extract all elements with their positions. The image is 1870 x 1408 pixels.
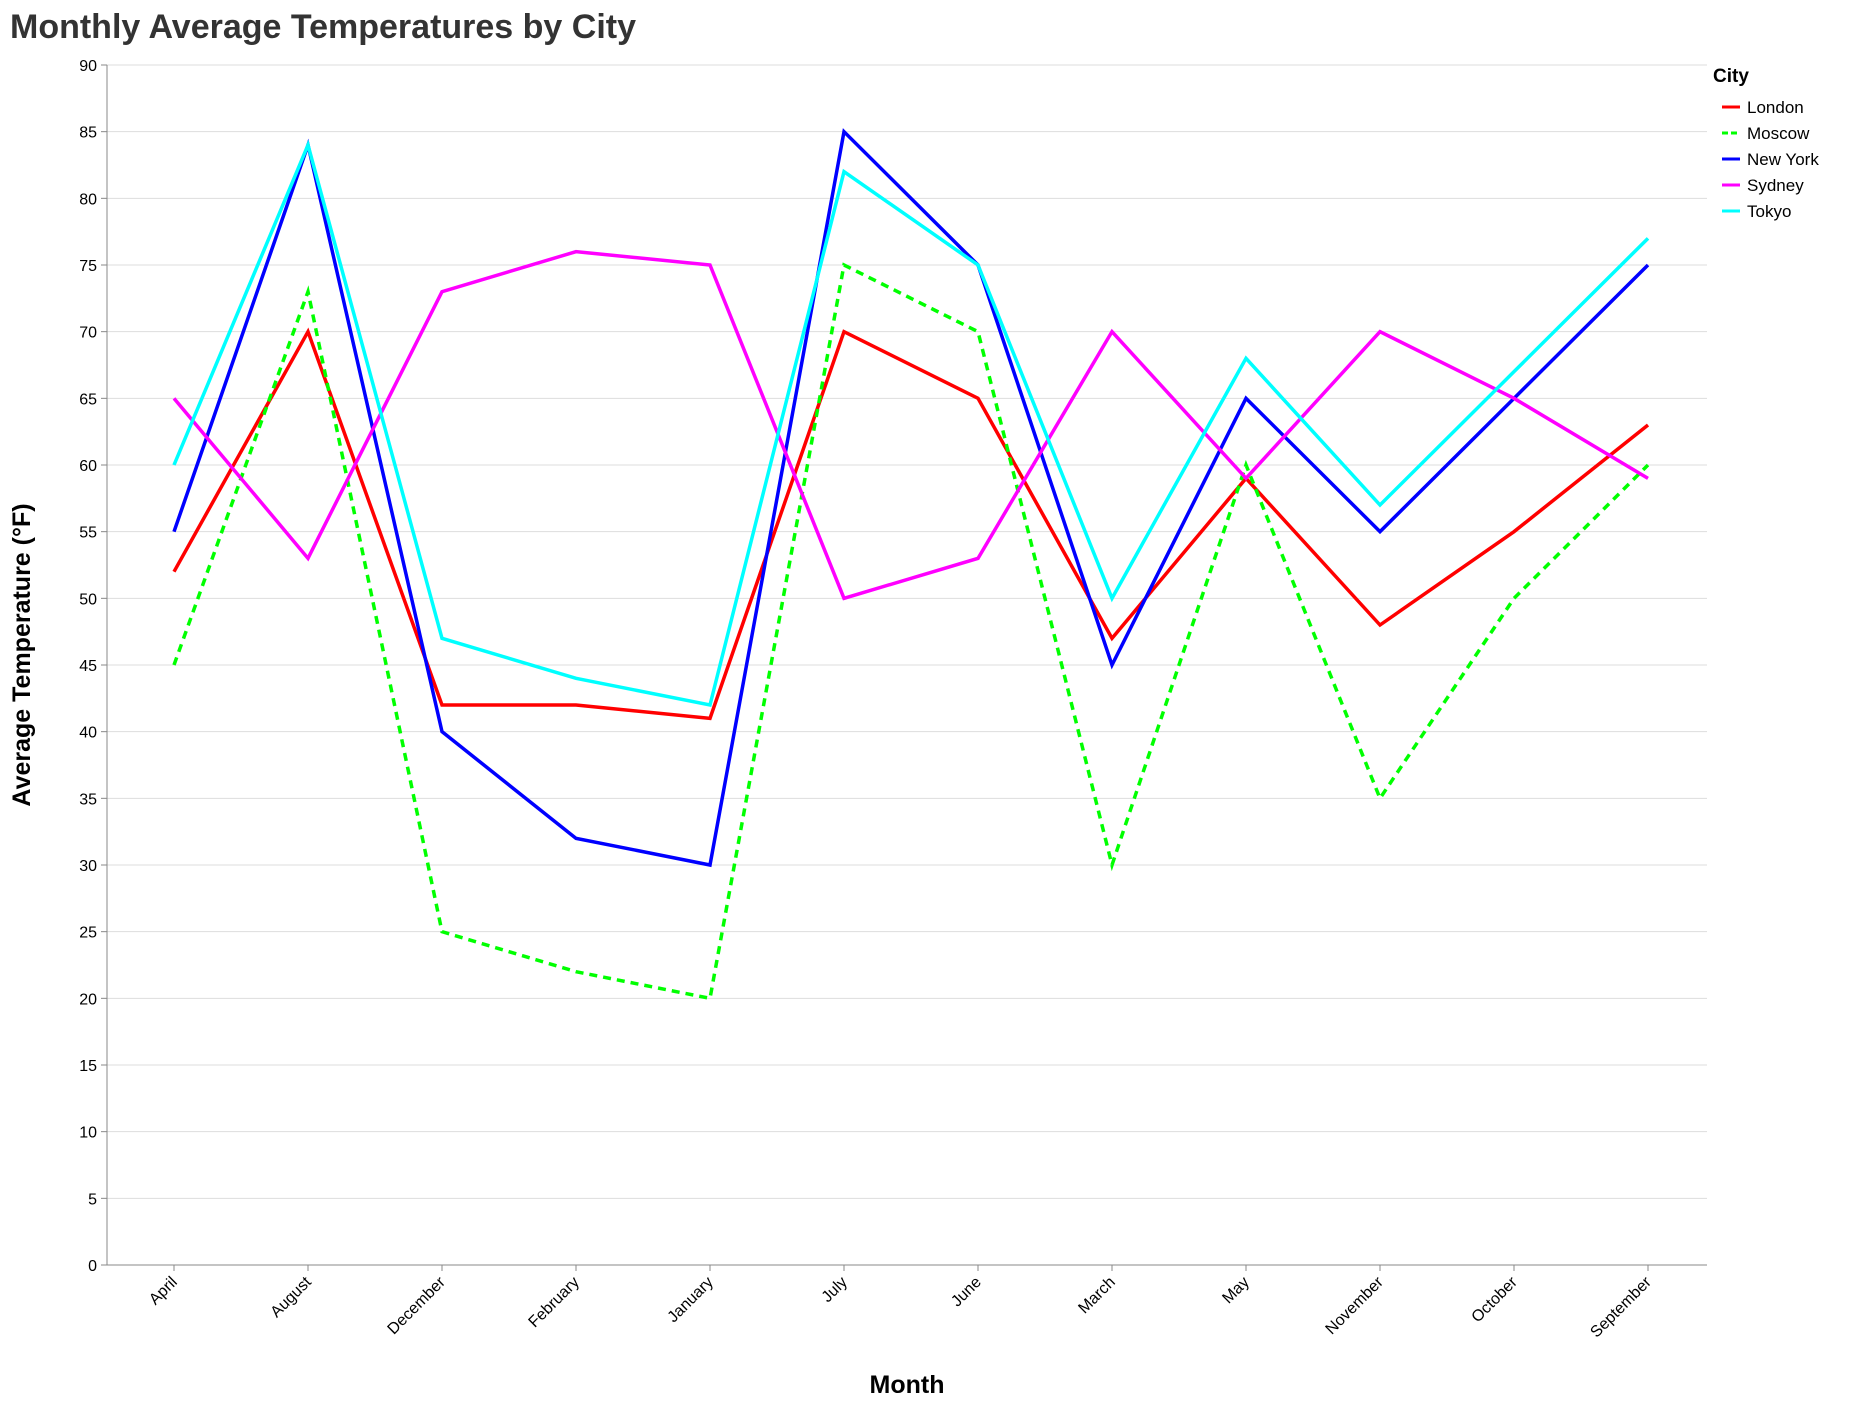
y-tick-label: 45 — [79, 658, 97, 675]
y-tick-label: 75 — [79, 258, 97, 275]
series-lines — [172, 128, 1650, 1001]
legend-label: London — [1747, 98, 1804, 117]
y-tick-label: 10 — [79, 1125, 97, 1142]
x-tick-label: May — [1219, 1274, 1252, 1307]
x-tick-label: April — [146, 1274, 181, 1309]
y-tick-label: 60 — [79, 458, 97, 475]
x-axis: April August December February January July Ju… — [107, 1264, 1707, 1341]
y-tick-label: 90 — [79, 58, 97, 75]
y-tick-label: 80 — [79, 191, 97, 208]
x-tick-label: November — [1323, 1273, 1388, 1338]
x-tick-label: August — [268, 1273, 316, 1321]
x-tick-label: February — [526, 1274, 583, 1331]
y-tick-label: 25 — [79, 925, 97, 942]
x-tick-label: September — [1587, 1273, 1655, 1341]
y-tick-label: 5 — [88, 1191, 97, 1208]
x-tick-label: June — [948, 1274, 985, 1311]
y-tick-label: 65 — [79, 391, 97, 408]
y-tick-label: 55 — [79, 525, 97, 542]
series-line-london — [172, 327, 1650, 721]
series-line-tokyo — [172, 139, 1650, 708]
chart-title: Monthly Average Temperatures by City — [10, 8, 636, 46]
legend: City London Moscow New York Sydney Tokyo — [1713, 66, 1819, 221]
x-tick-label: July — [819, 1274, 851, 1306]
y-tick-label: 15 — [79, 1058, 97, 1075]
legend-label: New York — [1747, 150, 1819, 169]
x-tick-label: January — [665, 1274, 717, 1326]
y-tick-label: 35 — [79, 791, 97, 808]
series-line-moscow — [172, 262, 1650, 1001]
legend-title: City — [1713, 66, 1749, 87]
x-tick-label: March — [1075, 1274, 1118, 1317]
legend-label: Sydney — [1747, 176, 1804, 195]
y-tick-label: 50 — [79, 591, 97, 608]
y-tick-label: 30 — [79, 858, 97, 875]
y-tick-label: 0 — [88, 1258, 97, 1275]
x-axis-title: Month — [870, 1371, 945, 1399]
series-line-new-york — [172, 128, 1650, 868]
legend-label: Moscow — [1747, 124, 1810, 143]
y-axis: 0 5 10 15 20 25 30 35 40 45 50 55 60 65 70 75 80 85 90 — [79, 58, 108, 1275]
x-tick-label: October — [1469, 1273, 1522, 1326]
grid-lines — [107, 64, 1707, 1266]
legend-label: Tokyo — [1747, 202, 1791, 221]
y-tick-label: 85 — [79, 125, 97, 142]
y-tick-label: 70 — [79, 325, 97, 342]
x-tick-label: December — [385, 1273, 450, 1338]
y-tick-label: 20 — [79, 991, 97, 1008]
y-axis-title: Average Temperature (°F) — [8, 503, 36, 806]
series-line-sydney — [172, 249, 1649, 601]
y-tick-label: 40 — [79, 725, 97, 742]
